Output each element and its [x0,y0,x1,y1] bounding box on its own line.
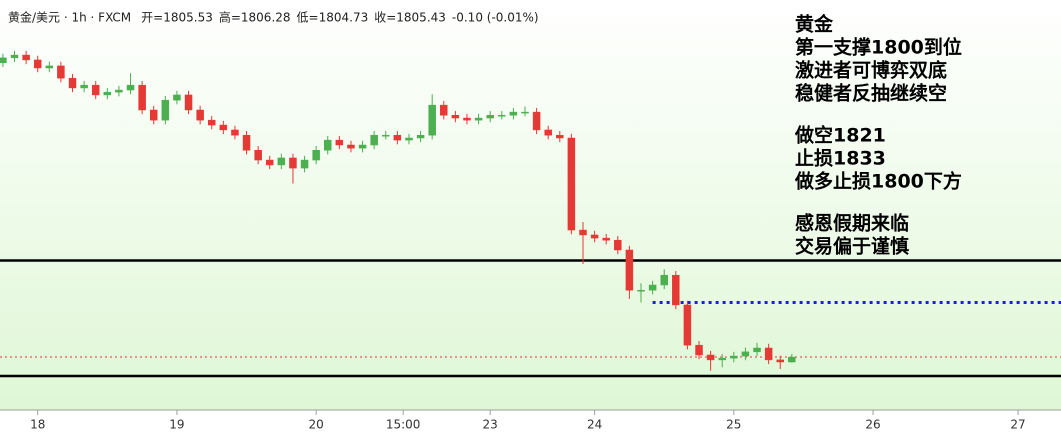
candle-body [683,304,692,346]
candle-body [521,111,529,114]
annotation-line: 激进者可博弈双底 [795,59,947,82]
annotation-line: 第一支撑1800到位 [795,36,962,59]
annotation-line: 做空1821 [794,124,886,147]
candle-body [590,234,599,239]
candle-body [45,65,54,69]
ohlc-value: 高=1806.28 [219,10,291,25]
candle-body [149,109,158,121]
candle-body [126,84,135,91]
x-tick-label: 15:00 [386,418,421,432]
annotation-line: 黄金 [795,13,834,36]
x-tick-label: 26 [865,418,880,432]
candle-body [416,134,425,139]
candle-body [741,351,750,357]
candle-body [695,344,703,356]
candle-body [173,94,181,101]
candle-body [776,359,784,363]
x-tick-label: 23 [483,418,498,432]
candle-body [788,356,796,363]
candle-body [254,150,262,161]
candle-body [57,65,65,79]
ohlc-value: 低=1804.73 [297,11,369,25]
candle-body [370,134,378,146]
ohlc-value: -0.10 (-0.01%) [452,11,539,25]
candle-body [764,347,773,361]
candle-body [672,274,680,306]
ohlc-value: 收=1805.43 [374,11,446,25]
candle-body [614,239,622,251]
candle-body [440,104,448,116]
candle-body [579,229,587,236]
candle-body [33,59,42,69]
x-axis-band [0,410,1061,439]
candle-body [625,249,634,291]
candle-body [10,54,19,59]
annotation-line: 感恩假期来临 [795,212,909,235]
x-tick-label: 19 [169,418,184,432]
candle-body [498,115,506,117]
candle-body [382,134,390,137]
candle-body [231,129,239,136]
x-tick-label: 27 [1010,418,1025,432]
candle-body [405,137,413,141]
candle-body [463,117,471,121]
symbol-title: 黄金/美元 · 1h · FXCM [8,10,131,25]
candle-body [68,77,77,89]
candle-body [486,115,494,119]
annotation-line: 交易偏于谨慎 [795,235,909,258]
candle-body [532,111,541,131]
candle-body [300,159,309,169]
candle-body [428,104,436,136]
x-tick-label: 20 [309,418,324,432]
x-tick-label: 18 [30,418,45,432]
candle-body [219,124,228,131]
candle-body [451,115,460,119]
candle-body [312,150,320,161]
candle-body [347,144,355,149]
candle-body [544,129,552,136]
candle-body [718,357,726,361]
plot-background [0,0,1061,410]
candle-body [335,139,344,146]
candle-body [207,119,216,126]
x-tick-label: 24 [587,418,602,432]
annotation-line: 做多止损1800下方 [794,170,962,193]
candle-body [91,84,100,96]
candle-body [602,237,610,241]
candle-body [474,117,483,121]
candle-body [567,137,576,231]
candle-body [0,57,7,64]
candle-body [138,84,146,111]
candle-body [358,144,367,149]
candle-body [80,84,88,89]
x-tick-label: 25 [726,418,741,432]
candle-body [637,289,645,292]
candle-body [324,139,332,151]
annotation-line: 止损1833 [795,148,886,170]
annotation-line: 稳健者反抽继续空 [795,82,947,105]
candle-body [648,284,657,291]
candle-body [277,157,286,166]
candle-body [393,134,402,141]
candle-body [184,94,193,111]
candle-body [753,347,761,353]
candle-body [115,89,123,93]
candle-body [22,54,30,61]
candle-body [556,134,564,139]
candle-body [196,109,204,121]
candle-body [161,99,170,121]
candle-body [103,91,112,96]
ohlc-value: 开=1805.53 [141,11,213,25]
candle-body [265,159,274,166]
candle-body [242,134,251,151]
candle-body [706,354,715,361]
candle-body [730,355,738,359]
candle-body [509,111,518,116]
candle-body [660,274,668,286]
candle-body [289,157,297,169]
